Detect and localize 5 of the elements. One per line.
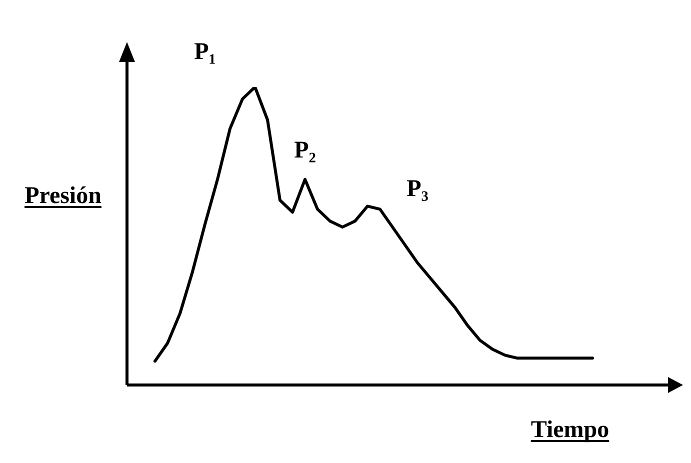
y-axis-title: Presión: [24, 183, 102, 209]
text: P₁: [194, 39, 216, 65]
annotation: P₂: [294, 137, 316, 164]
x-axis-title: Tiempo: [530, 417, 610, 443]
annotation: P₃: [406, 176, 428, 202]
